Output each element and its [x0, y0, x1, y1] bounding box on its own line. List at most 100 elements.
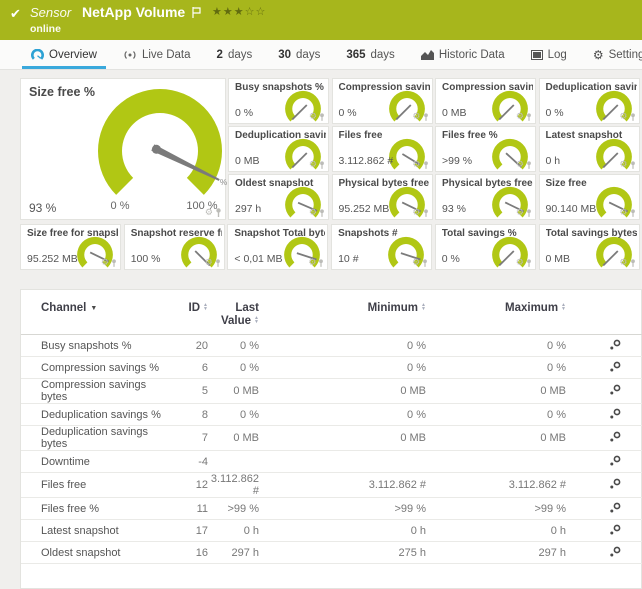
flag-icon[interactable]: [192, 5, 201, 23]
channel-settings-icon[interactable]: [610, 455, 621, 469]
channel-settings-icon[interactable]: [610, 478, 621, 492]
channel-settings-icon[interactable]: [610, 502, 621, 516]
gear-icon[interactable]: ⚙: [412, 111, 421, 121]
pin-icon[interactable]: [423, 208, 429, 217]
pin-icon[interactable]: [318, 258, 324, 267]
tab-30-days[interactable]: 30 days: [265, 40, 333, 69]
tab-overview[interactable]: Overview: [18, 40, 110, 69]
gear-icon[interactable]: ⚙: [308, 257, 317, 267]
gauge-tile[interactable]: Total savings bytes 0 MB ⚙: [538, 224, 640, 270]
pin-icon[interactable]: [319, 160, 325, 169]
column-header-id[interactable]: ID ▲ ▼: [166, 298, 208, 335]
gear-icon[interactable]: ⚙: [308, 207, 317, 217]
tab-365-days[interactable]: 365 days: [333, 40, 407, 69]
column-header-last-value[interactable]: Last Value ▲ ▼: [208, 298, 259, 335]
cell-id: 8: [166, 403, 208, 426]
gear-icon[interactable]: ⚙: [412, 207, 421, 217]
gauge-tile[interactable]: Latest snapshot 0 h ⚙: [538, 126, 640, 172]
gear-icon[interactable]: ⚙: [619, 207, 628, 217]
tab-number: 2: [216, 48, 223, 61]
pin-icon[interactable]: [423, 160, 429, 169]
tab-live-data[interactable]: Live Data: [110, 40, 204, 69]
pin-icon[interactable]: [630, 160, 636, 169]
pin-icon[interactable]: [215, 258, 221, 267]
gear-icon[interactable]: ⚙: [204, 257, 213, 267]
gauge-tile[interactable]: Oldest snapshot 297 h ⚙: [228, 174, 329, 220]
cell-maximum: 0 MB: [426, 378, 566, 404]
pin-icon[interactable]: [630, 112, 636, 121]
pin-icon[interactable]: [422, 258, 428, 267]
gear-icon[interactable]: ⚙: [515, 159, 524, 169]
gauge-corner-icons: ⚙: [412, 160, 428, 169]
channel-settings-icon[interactable]: [610, 408, 621, 422]
pin-icon[interactable]: [526, 208, 532, 217]
gauge-tile[interactable]: Busy snapshots % 0 % ⚙: [228, 78, 329, 124]
tab-settings[interactable]: ⚙ Settings: [580, 40, 642, 69]
gear-icon[interactable]: ⚙: [204, 207, 213, 217]
cell-maximum: [426, 450, 566, 473]
pin-icon[interactable]: [630, 258, 636, 267]
channel-settings-icon[interactable]: [610, 546, 621, 560]
gauge-tile[interactable]: Physical bytes free % 93 % ⚙: [435, 174, 536, 220]
gauge-tile[interactable]: Physical bytes free 95.252 MB ⚙: [331, 174, 433, 220]
gauge-tile[interactable]: Size free 90.140 MB ⚙: [538, 174, 640, 220]
cell-maximum: 0 h: [426, 519, 566, 542]
gear-icon[interactable]: ⚙: [515, 257, 524, 267]
pin-icon[interactable]: [526, 112, 532, 121]
channel-settings-icon[interactable]: [610, 339, 621, 353]
channel-settings-icon[interactable]: [610, 431, 621, 445]
cell-maximum: 0 %: [426, 403, 566, 426]
gear-icon[interactable]: ⚙: [619, 111, 628, 121]
gauge-needle: [498, 104, 515, 121]
status-badge: online: [30, 23, 61, 35]
pin-icon[interactable]: [630, 208, 636, 217]
column-header-channel[interactable]: Channel ▼: [21, 298, 166, 335]
priority-stars[interactable]: ★★★☆☆: [212, 5, 266, 18]
gear-icon[interactable]: ⚙: [100, 257, 109, 267]
gauge-needle: [504, 201, 525, 213]
gauge-tile[interactable]: Snapshot Total bytes < 0,01 MB ⚙: [227, 224, 329, 270]
pin-icon[interactable]: [526, 258, 532, 267]
gauge-tile[interactable]: Deduplication savings bytes 0 MB ⚙: [228, 126, 329, 172]
column-header-maximum[interactable]: Maximum ▲ ▼: [426, 298, 566, 335]
channel-settings-icon[interactable]: [610, 384, 621, 398]
gear-icon[interactable]: ⚙: [308, 111, 317, 121]
gear-icon[interactable]: ⚙: [412, 257, 421, 267]
gauge-tile[interactable]: Compression savings % 0 % ⚙: [331, 78, 433, 124]
pin-icon[interactable]: [111, 258, 117, 267]
gauge-panel-size-free-pct[interactable]: Size free % % 0 % 100 % 93 % ⚙: [20, 78, 227, 220]
cell-minimum: 0 h: [259, 519, 426, 542]
gauge-corner-icons: ⚙: [516, 258, 532, 267]
gauge-tile[interactable]: Compression savings bytes 0 MB ⚙: [435, 78, 536, 124]
pin-icon[interactable]: [215, 208, 222, 217]
cell-maximum: 0 %: [426, 356, 566, 379]
pin-icon[interactable]: [526, 160, 532, 169]
tab-2-days[interactable]: 2 days: [204, 40, 266, 69]
gauge-tile[interactable]: Files free % >99 % ⚙: [435, 126, 536, 172]
gear-icon[interactable]: ⚙: [619, 257, 628, 267]
pin-icon[interactable]: [319, 208, 325, 217]
gauge-needle: [291, 104, 308, 121]
gauge-tile[interactable]: Total savings % 0 % ⚙: [434, 224, 536, 270]
pin-icon[interactable]: [319, 112, 325, 121]
gear-icon[interactable]: ⚙: [515, 111, 524, 121]
channel-settings-icon[interactable]: [610, 361, 621, 375]
sort-icon: ▲ ▼: [561, 302, 566, 312]
gauge-tile[interactable]: Snapshots # 10 # ⚙: [331, 224, 433, 270]
gauge-tile[interactable]: Snapshot reserve free % 100 % ⚙: [123, 224, 225, 270]
cell-actions: [566, 541, 642, 564]
gear-icon[interactable]: ⚙: [308, 159, 317, 169]
cell-actions: [566, 403, 642, 426]
column-header-minimum[interactable]: Minimum ▲ ▼: [259, 298, 426, 335]
pin-icon[interactable]: [423, 112, 429, 121]
gear-icon[interactable]: ⚙: [619, 159, 628, 169]
channel-settings-icon[interactable]: [610, 524, 621, 538]
gauge-tile[interactable]: Files free 3.112.862 # ⚙: [331, 126, 433, 172]
gear-icon[interactable]: ⚙: [515, 207, 524, 217]
gear-icon[interactable]: ⚙: [412, 159, 421, 169]
gauge-tile[interactable]: Deduplication savings % 0 % ⚙: [538, 78, 640, 124]
gauge-tile[interactable]: Size free for snapshots 95.252 MB ⚙: [20, 224, 121, 270]
tab-log[interactable]: Settings Log: [518, 40, 580, 69]
tab-historic-data[interactable]: Historic Data: [408, 40, 518, 69]
